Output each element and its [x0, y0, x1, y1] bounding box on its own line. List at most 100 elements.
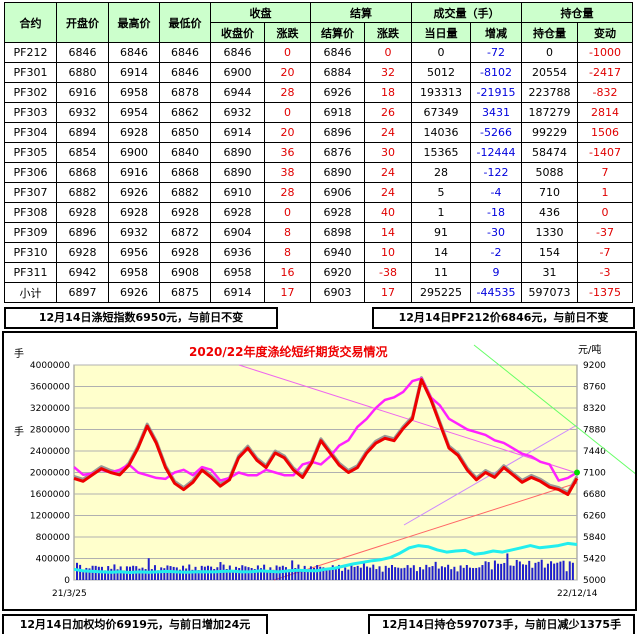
table-cell: 6916	[108, 162, 160, 183]
table-cell: 6903	[310, 282, 365, 303]
table-cell: 26	[364, 102, 412, 123]
col-high-header: 最高价	[108, 2, 160, 43]
table-cell: PF306	[4, 162, 57, 183]
table-cell: 32	[364, 62, 412, 83]
table-cell: -3	[577, 262, 633, 283]
volume-bar	[428, 567, 431, 580]
table-cell: 6846	[210, 42, 265, 63]
table-cell: 小计	[4, 282, 57, 303]
table-cell: 6936	[210, 242, 265, 263]
volume-bar	[331, 565, 334, 580]
volume-bar	[562, 560, 565, 580]
volume-bar	[509, 565, 512, 580]
volume-bar	[297, 564, 300, 580]
volume-bar	[472, 568, 475, 580]
right-tick-label: 7100	[583, 469, 606, 479]
table-cell: PF301	[4, 62, 57, 83]
left-tick-label: 2800000	[30, 426, 70, 436]
table-cell: 6862	[159, 102, 211, 123]
volume-bar	[571, 562, 574, 580]
open-interest-banner: 12月14日持仓597073手，与前日减少1375手	[368, 614, 635, 634]
table-row: PF308 6928 6928 6928 6928 0 6928 40 1 -18 436 0	[4, 202, 633, 223]
table-cell: 28	[264, 82, 311, 103]
volume-bar	[337, 564, 340, 580]
volume-bar	[540, 559, 543, 580]
table-cell: 6958	[108, 262, 160, 283]
volume-bar	[362, 562, 365, 580]
table-cell: 6890	[210, 142, 265, 163]
table-cell: 0	[264, 202, 311, 223]
volume-bar	[543, 567, 546, 580]
table-cell: PF302	[4, 82, 57, 103]
table-cell: 6918	[310, 102, 365, 123]
table-cell: 14036	[411, 122, 471, 143]
table-cell: 597073	[521, 282, 578, 303]
close-group-header: 收盘	[210, 2, 311, 23]
right-tick-label: 8320	[583, 404, 606, 414]
table-cell: 5	[411, 182, 471, 203]
table-cell: -122	[470, 162, 522, 183]
volume-bar	[116, 569, 119, 580]
table-cell: PF304	[4, 122, 57, 143]
table-cell: 154	[521, 242, 578, 263]
table-cell: -30	[470, 222, 522, 243]
table-cell: PF303	[4, 102, 57, 123]
col-day-vol-header: 当日量	[411, 22, 471, 43]
volume-bar	[525, 564, 528, 580]
table-row: PF311 6942 6958 6908 6958 16 6920 -38 11 9 31 -3	[4, 262, 633, 283]
volume-bar	[409, 567, 412, 580]
table-cell: 6896	[56, 222, 109, 243]
volume-bar	[475, 567, 478, 580]
volume-bar	[88, 568, 91, 580]
volume-bar	[150, 569, 153, 580]
col-close-chg-header: 涨跌	[264, 22, 311, 43]
table-cell: -832	[577, 82, 633, 103]
volume-bar	[359, 567, 362, 580]
volume-bar	[76, 562, 78, 580]
end-marker	[574, 469, 580, 476]
volume-bar	[178, 569, 181, 580]
table-cell: 0	[577, 202, 633, 223]
volume-bar	[468, 567, 471, 580]
volume-bar	[550, 561, 553, 580]
volume-bar	[490, 569, 493, 580]
volume-bar	[381, 571, 384, 580]
trend-line-red	[273, 482, 578, 581]
table-cell: 0	[264, 102, 311, 123]
table-cell: 6954	[108, 102, 160, 123]
volume-bar	[356, 565, 359, 580]
volume-bar	[294, 568, 297, 580]
table-cell: -72	[470, 42, 522, 63]
table-cell: 6916	[56, 82, 109, 103]
right-tick-label: 5000	[583, 576, 606, 586]
table-cell: -12444	[470, 142, 522, 163]
volume-bar	[534, 562, 537, 580]
table-cell: 0	[364, 42, 412, 63]
chart-title: 2020/22年度涤纶短纤期货交易情况	[189, 345, 388, 359]
volume-bar	[487, 562, 490, 580]
table-cell: 6876	[310, 142, 365, 163]
volume-bar	[284, 567, 287, 580]
volume-bar	[512, 565, 515, 580]
volume-bar	[147, 558, 150, 580]
volume-bar	[375, 569, 378, 580]
left-tick-label: 3600000	[30, 383, 70, 393]
volume-bar	[303, 565, 306, 580]
right-tick-label: 7880	[583, 426, 606, 436]
table-cell: 6906	[310, 182, 365, 203]
col-name-header: 合约	[4, 2, 57, 43]
trend-line-pink	[238, 364, 578, 474]
table-cell: 3431	[470, 102, 522, 123]
table-cell: 295225	[411, 282, 471, 303]
table-cell: 6904	[210, 222, 265, 243]
table-cell: 6896	[310, 122, 365, 143]
total-row: 小计 6897 6926 6875 6914 17 6903 17 295225 -44535 59…	[4, 282, 633, 303]
table-cell: 91	[411, 222, 471, 243]
table-cell: 10	[364, 242, 412, 263]
volume-bar	[197, 570, 200, 580]
table-cell: 223788	[521, 82, 578, 103]
table-cell: PF308	[4, 202, 57, 223]
table-cell: 14	[411, 242, 471, 263]
table-cell: 6840	[159, 142, 211, 163]
table-cell: 6846	[159, 42, 211, 63]
